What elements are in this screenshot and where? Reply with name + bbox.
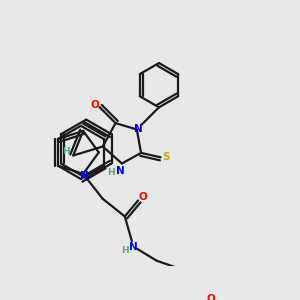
Text: H: H	[107, 168, 115, 177]
Text: N: N	[116, 166, 124, 176]
Text: S: S	[162, 152, 169, 162]
Text: O: O	[138, 192, 147, 202]
Text: O: O	[207, 294, 216, 300]
Text: N: N	[134, 124, 143, 134]
Text: O: O	[91, 100, 100, 110]
Text: H: H	[121, 246, 129, 255]
Text: H: H	[62, 148, 70, 157]
Text: N: N	[80, 171, 88, 181]
Text: N: N	[129, 242, 138, 251]
